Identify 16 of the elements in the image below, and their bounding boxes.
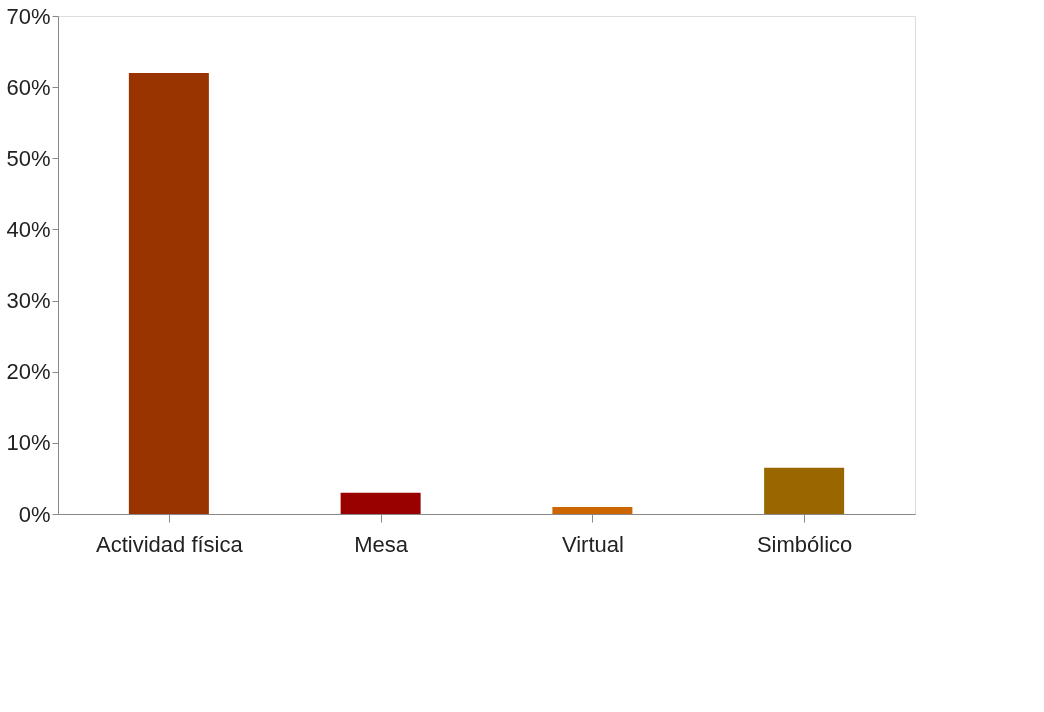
x-tick-label: Mesa: [354, 531, 409, 557]
x-tick-label: Virtual: [561, 531, 624, 557]
y-tick-label: 10%: [6, 430, 51, 456]
y-tick-label: 0%: [18, 501, 51, 527]
y-tick-label: 50%: [6, 145, 51, 171]
x-tick-label: Simbólico: [756, 531, 853, 557]
bar: [552, 506, 633, 514]
bar: [340, 492, 421, 514]
y-tick-label: 20%: [6, 359, 51, 385]
y-tick-label: 70%: [6, 3, 51, 29]
bar: [764, 467, 845, 514]
y-tick-label: 60%: [6, 74, 51, 100]
y-tick-label: 40%: [6, 216, 51, 242]
y-tick-label: 30%: [6, 288, 51, 314]
x-tick-label: Actividad física: [96, 531, 244, 557]
bar: [128, 72, 209, 514]
